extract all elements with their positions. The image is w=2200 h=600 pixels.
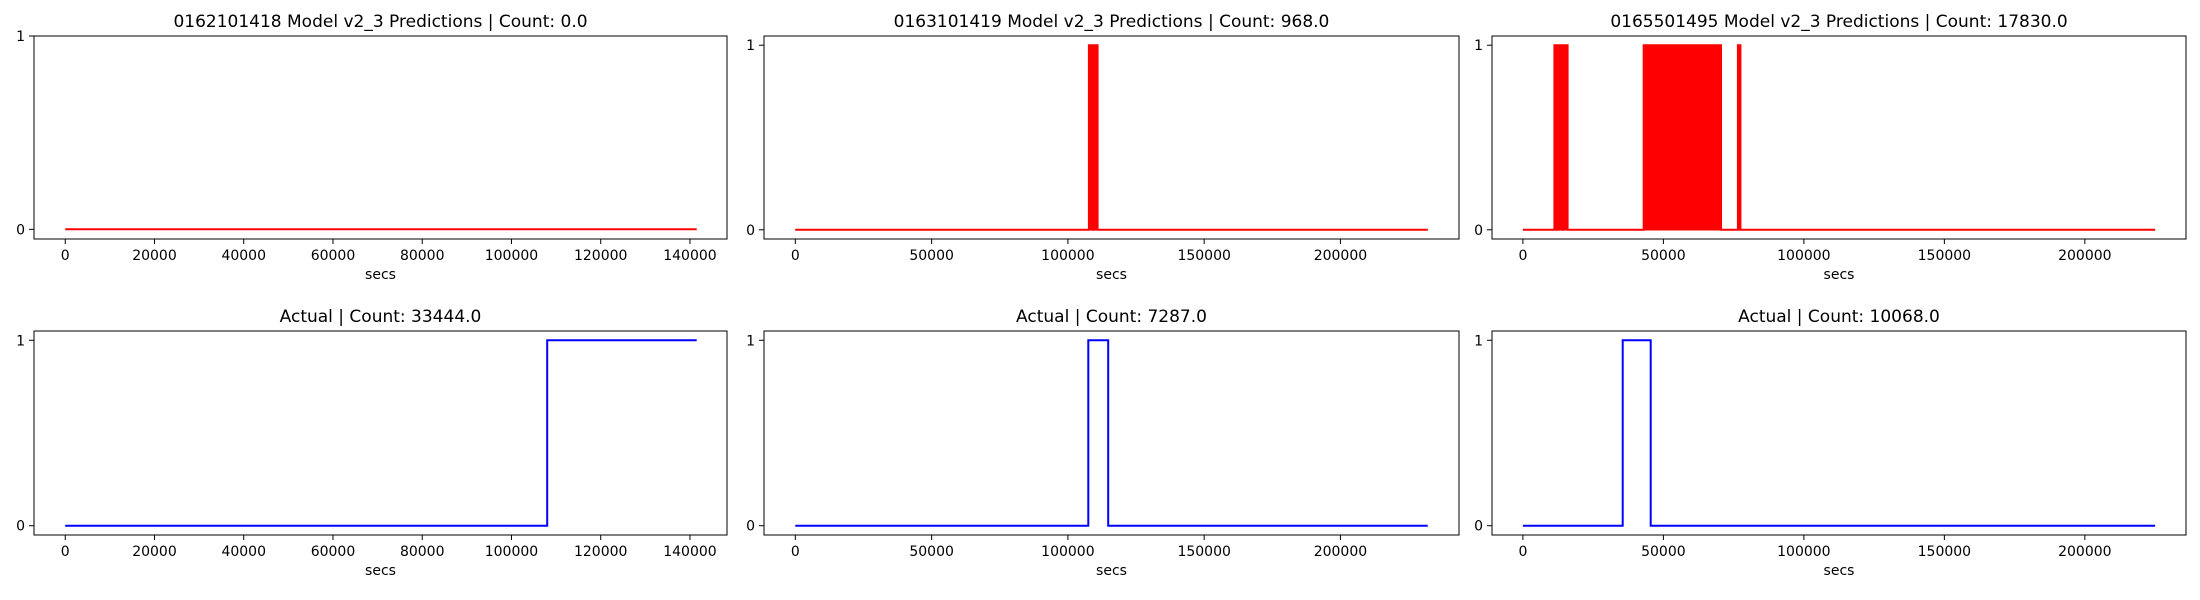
y-tick-label: 1: [16, 333, 25, 349]
subplot-2: 0163101419 Model v2_3 Predictions | Coun…: [746, 12, 1460, 283]
y-tick-label: 0: [1474, 519, 1483, 535]
series-1-area: [1522, 44, 2156, 231]
x-axis-label: secs: [1096, 267, 1127, 283]
x-tick-label: 100000: [1777, 248, 1830, 264]
series-1-area: [795, 44, 1428, 231]
y-tick-label: 0: [746, 223, 755, 239]
series-1-line: [795, 44, 1428, 231]
axes-frame: [33, 330, 728, 536]
axes-frame: [33, 35, 728, 240]
x-axis-label: secs: [365, 267, 396, 283]
x-tick-label: 60000: [311, 544, 356, 560]
x-tick-label: 0: [791, 248, 800, 264]
series-1-line: [1522, 44, 2156, 231]
subplot-3: 0165501495 Model v2_3 Predictions | Coun…: [1474, 12, 2187, 283]
x-tick-label: 80000: [400, 544, 445, 560]
x-axis-label: secs: [1824, 267, 1855, 283]
y-tick-label: 1: [746, 38, 755, 54]
subplot-title: Actual | Count: 10068.0: [1738, 307, 1940, 327]
y-tick-label: 0: [16, 519, 25, 535]
x-tick-label: 150000: [1177, 544, 1230, 560]
x-tick-label: 40000: [221, 248, 266, 264]
x-tick-label: 100000: [1041, 248, 1094, 264]
subplot-4: Actual | Count: 33444.0 0 20000 40000 60000 8…: [16, 307, 728, 579]
axes-frame: [1491, 35, 2187, 240]
x-tick-label: 80000: [400, 248, 445, 264]
y-tick-label: 0: [1474, 223, 1483, 239]
x-tick-label: 50000: [1641, 544, 1686, 560]
y-tick-label: 0: [746, 519, 755, 535]
x-axis-label: secs: [1824, 563, 1855, 579]
axes-frame: [763, 35, 1460, 240]
x-tick-label: 100000: [485, 248, 538, 264]
subplot-title: 0165501495 Model v2_3 Predictions | Coun…: [1610, 12, 2067, 32]
x-tick-label: 0: [61, 544, 70, 560]
x-tick-label: 120000: [574, 544, 627, 560]
x-tick-label: 150000: [1918, 544, 1971, 560]
y-tick-label: 1: [1474, 333, 1483, 349]
x-tick-label: 20000: [132, 248, 177, 264]
x-tick-label: 20000: [132, 544, 177, 560]
x-tick-label: 0: [1518, 248, 1527, 264]
x-tick-label: 100000: [1777, 544, 1830, 560]
x-tick-label: 150000: [1918, 248, 1971, 264]
x-tick-label: 200000: [1314, 248, 1367, 264]
x-tick-label: 40000: [221, 544, 266, 560]
x-tick-label: 60000: [311, 248, 356, 264]
subplot-title: 0162101418 Model v2_3 Predictions | Coun…: [173, 12, 587, 32]
y-tick-label: 1: [16, 29, 25, 45]
subplot-1: 0162101418 Model v2_3 Predictions | Coun…: [16, 12, 728, 283]
axes-frame: [763, 330, 1460, 536]
x-tick-label: 150000: [1177, 248, 1230, 264]
series-1-line: [1522, 339, 2156, 527]
y-tick-label: 1: [1474, 38, 1483, 54]
subplot-6: Actual | Count: 10068.0 0 50000 100000 15000…: [1474, 307, 2187, 579]
x-tick-label: 140000: [663, 248, 716, 264]
y-tick-label: 0: [16, 222, 25, 238]
x-tick-label: 200000: [2058, 248, 2111, 264]
subplot-title: Actual | Count: 7287.0: [1016, 307, 1207, 327]
y-tick-label: 1: [746, 333, 755, 349]
x-tick-label: 140000: [663, 544, 716, 560]
series-1-line: [65, 339, 697, 527]
x-tick-label: 50000: [909, 544, 954, 560]
series-1-line: [795, 339, 1428, 527]
x-tick-label: 200000: [1314, 544, 1367, 560]
x-tick-label: 100000: [485, 544, 538, 560]
x-tick-label: 0: [61, 248, 70, 264]
subplot-title: Actual | Count: 33444.0: [280, 307, 482, 327]
axes-frame: [1491, 330, 2187, 536]
subplot-5: Actual | Count: 7287.0 0 50000 100000 150000…: [746, 307, 1460, 579]
x-tick-label: 120000: [574, 248, 627, 264]
x-tick-label: 0: [791, 544, 800, 560]
subplot-title: 0163101419 Model v2_3 Predictions | Coun…: [894, 12, 1330, 32]
x-axis-label: secs: [1096, 563, 1127, 579]
x-tick-label: 100000: [1041, 544, 1094, 560]
x-tick-label: 50000: [1641, 248, 1686, 264]
x-axis-label: secs: [365, 563, 396, 579]
x-tick-label: 50000: [909, 248, 954, 264]
x-tick-label: 200000: [2058, 544, 2111, 560]
x-tick-label: 0: [1518, 544, 1527, 560]
